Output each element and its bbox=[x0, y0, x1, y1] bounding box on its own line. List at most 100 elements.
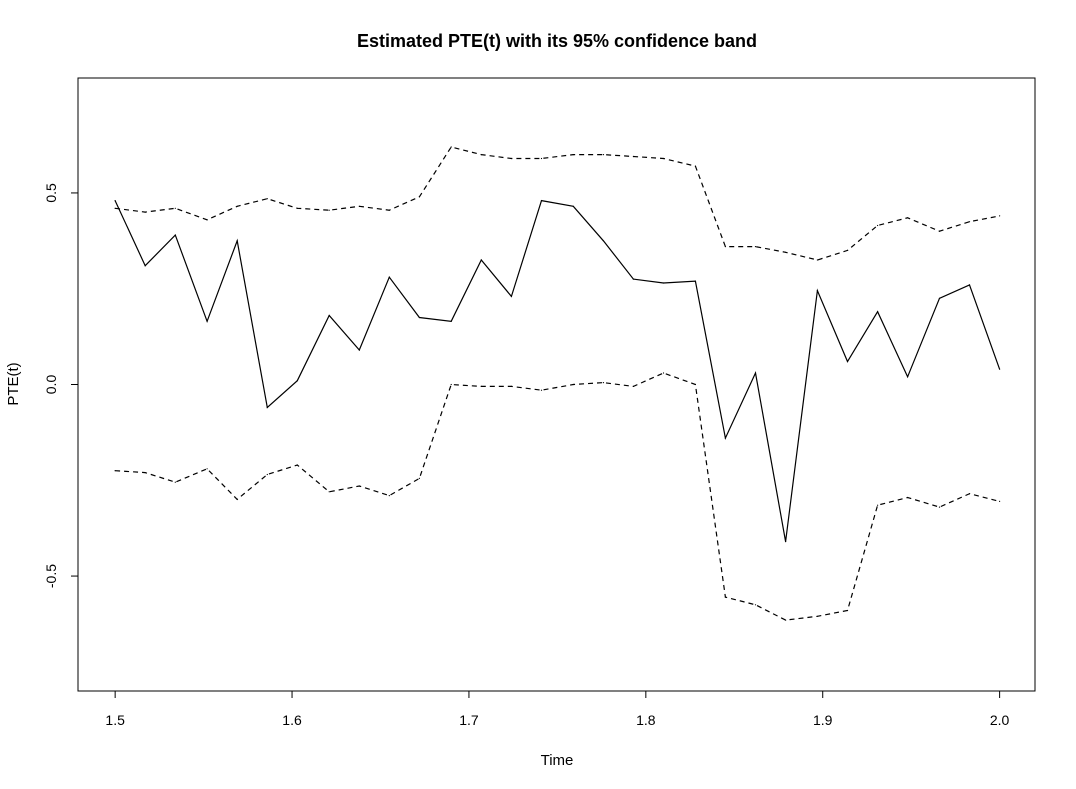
data-point bbox=[418, 477, 420, 479]
data-point bbox=[907, 496, 909, 499]
data-point bbox=[785, 541, 787, 543]
series-line-3 bbox=[115, 372, 1000, 621]
data-point bbox=[846, 249, 849, 251]
y-tick-label: 0.0 bbox=[43, 375, 59, 395]
data-point bbox=[206, 219, 208, 221]
y-axis: -0.5 0.0 0.5 bbox=[43, 183, 79, 588]
data-point bbox=[480, 154, 482, 156]
data-point bbox=[236, 240, 238, 242]
y-axis-title: PTE(t) bbox=[5, 362, 22, 405]
data-point bbox=[388, 276, 390, 278]
data-point bbox=[236, 498, 238, 500]
data-point bbox=[328, 314, 330, 317]
x-tick-label: 1.8 bbox=[636, 712, 656, 728]
x-tick-label: 1.9 bbox=[813, 712, 833, 728]
data-point bbox=[724, 596, 727, 598]
data-point bbox=[632, 385, 635, 387]
data-point bbox=[540, 157, 543, 160]
data-point bbox=[114, 207, 116, 209]
data-point bbox=[174, 207, 176, 209]
x-tick-label: 1.7 bbox=[459, 712, 479, 728]
series-layer bbox=[114, 146, 1001, 621]
data-point bbox=[144, 472, 146, 474]
data-point bbox=[450, 320, 452, 322]
data-point bbox=[328, 491, 330, 493]
chart-title: Estimated PTE(t) with its 95% confidence… bbox=[357, 31, 757, 51]
data-point bbox=[388, 495, 390, 497]
data-point bbox=[694, 280, 697, 282]
data-point bbox=[358, 485, 360, 487]
data-point bbox=[572, 383, 574, 386]
data-point bbox=[632, 155, 635, 158]
data-point bbox=[816, 259, 819, 261]
data-point bbox=[510, 157, 512, 160]
data-point bbox=[296, 464, 298, 466]
data-point bbox=[938, 506, 941, 508]
data-point bbox=[174, 481, 176, 483]
data-point bbox=[602, 382, 605, 384]
x-tick-label: 1.6 bbox=[282, 712, 302, 728]
data-point bbox=[877, 224, 879, 227]
data-point bbox=[144, 265, 146, 267]
data-point bbox=[114, 470, 116, 472]
series-line-1 bbox=[114, 199, 1001, 542]
data-point bbox=[450, 146, 452, 148]
plot-frame bbox=[77, 77, 1036, 692]
data-point bbox=[266, 406, 268, 409]
data-point bbox=[480, 385, 482, 387]
data-point bbox=[999, 368, 1001, 370]
data-point bbox=[114, 200, 116, 202]
data-point bbox=[358, 205, 360, 207]
data-point bbox=[418, 196, 420, 198]
data-point bbox=[540, 389, 543, 391]
data-point bbox=[846, 360, 849, 363]
data-point bbox=[968, 284, 971, 286]
data-point bbox=[877, 311, 879, 313]
data-point bbox=[662, 282, 665, 284]
y-tick-label: 0.5 bbox=[43, 183, 59, 203]
data-point bbox=[328, 209, 330, 211]
x-axis-title: Time bbox=[541, 752, 574, 769]
data-point bbox=[632, 278, 635, 280]
data-point bbox=[968, 493, 971, 495]
data-point bbox=[572, 154, 574, 156]
data-point bbox=[296, 380, 298, 382]
data-point bbox=[724, 246, 727, 248]
data-point bbox=[450, 383, 452, 386]
data-point bbox=[907, 376, 909, 378]
data-point bbox=[662, 157, 665, 160]
x-tick-label: 2.0 bbox=[990, 712, 1010, 728]
data-point bbox=[999, 500, 1001, 502]
data-point bbox=[846, 609, 849, 612]
data-point bbox=[785, 619, 787, 621]
data-point bbox=[694, 383, 697, 386]
x-axis: 1.5 1.6 1.7 1.8 1.9 2.0 bbox=[105, 690, 1010, 728]
data-point bbox=[816, 290, 819, 292]
data-point bbox=[540, 200, 543, 202]
data-point bbox=[206, 468, 208, 470]
data-point bbox=[572, 205, 574, 207]
data-point bbox=[266, 473, 268, 476]
data-point bbox=[510, 385, 512, 387]
data-point bbox=[144, 211, 146, 213]
data-point bbox=[785, 251, 787, 253]
data-point bbox=[236, 205, 238, 207]
series-line-2 bbox=[115, 146, 1000, 261]
data-point bbox=[907, 217, 909, 219]
data-point bbox=[174, 234, 176, 236]
data-point bbox=[724, 437, 727, 439]
data-point bbox=[358, 349, 360, 351]
data-point bbox=[206, 320, 208, 322]
data-point bbox=[754, 372, 757, 374]
data-point bbox=[388, 209, 390, 211]
data-point bbox=[999, 215, 1001, 217]
data-point bbox=[480, 259, 482, 261]
data-point bbox=[938, 297, 941, 299]
x-tick-label: 1.5 bbox=[105, 712, 125, 728]
data-point bbox=[754, 246, 757, 248]
data-point bbox=[816, 615, 819, 617]
data-point bbox=[877, 504, 879, 506]
data-point bbox=[266, 198, 268, 200]
y-tick-label: -0.5 bbox=[43, 564, 59, 588]
